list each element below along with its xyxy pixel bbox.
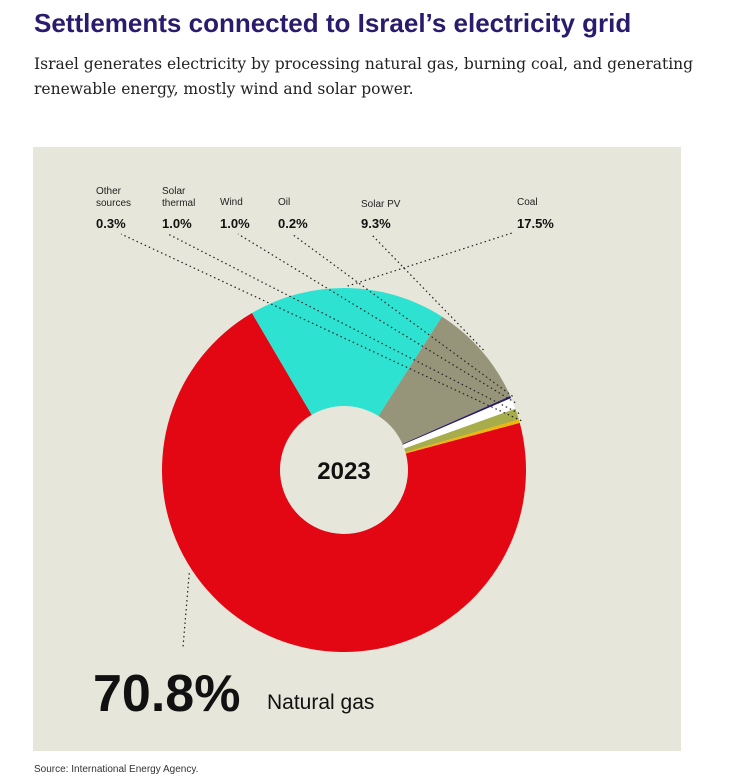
- slice-other-sources: [405, 419, 520, 454]
- leader-other-sources: [120, 233, 522, 422]
- name-label-oil: Oil: [278, 197, 290, 208]
- leader-solar-thermal: [167, 233, 520, 415]
- name-label-wind: Wind: [220, 197, 243, 208]
- center-year-label: 2023: [317, 458, 370, 485]
- value-label-other-sources: 0.3%: [96, 216, 126, 231]
- source-note: Source: International Energy Agency.: [34, 764, 199, 775]
- chart-title: Settlements connected to Israel’s electr…: [34, 8, 632, 38]
- value-label-natural-gas: 70.8%: [93, 665, 240, 723]
- slice-oil: [402, 396, 512, 445]
- value-label-coal: 17.5%: [517, 216, 554, 231]
- slice-solar-pv: [378, 316, 511, 444]
- name-label-solar-pv: Solar PV: [361, 199, 401, 210]
- value-label-wind: 1.0%: [220, 216, 250, 231]
- name-label-other-sources: Other sources: [96, 186, 131, 209]
- slice-wind: [402, 398, 516, 449]
- value-label-solar-pv: 9.3%: [361, 216, 391, 231]
- slice-coal: [251, 288, 442, 417]
- donut-chart: 2023 70.8% Natural gas Coal 17.5% Solar PV 9.3…: [93, 186, 554, 723]
- chart-subtitle: Israel generates electricity by processi…: [34, 55, 694, 98]
- leader-coal: [347, 232, 513, 287]
- value-label-oil: 0.2%: [278, 216, 308, 231]
- leader-oil: [291, 233, 513, 397]
- value-label-solar-thermal: 1.0%: [162, 216, 192, 231]
- chart-panel: 2023 70.8% Natural gas Coal 17.5% Solar PV 9.3…: [33, 147, 681, 751]
- name-label-coal: Coal: [517, 197, 538, 208]
- leader-natural-gas: [182, 573, 190, 648]
- leader-wind: [237, 233, 516, 404]
- slice-natural-gas: [161, 312, 526, 653]
- name-label-natural-gas: Natural gas: [267, 691, 374, 714]
- slice-solar-thermal: [404, 408, 519, 453]
- name-label-solar-thermal: Solar thermal: [162, 186, 195, 209]
